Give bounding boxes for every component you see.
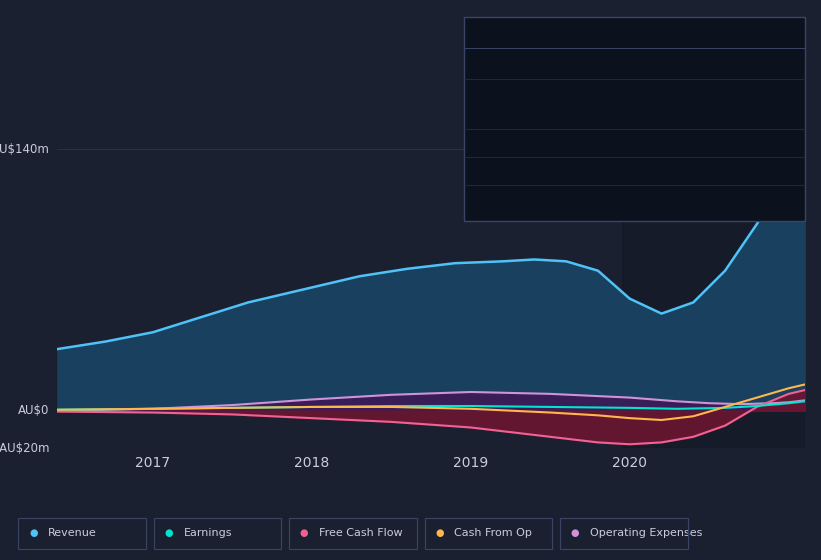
Text: Cash From Op: Cash From Op	[474, 169, 552, 179]
Text: ●: ●	[300, 529, 309, 538]
Text: ●: ●	[571, 529, 580, 538]
Text: -AU$20m: -AU$20m	[0, 441, 49, 455]
Text: Operating Expenses: Operating Expenses	[590, 529, 702, 538]
Text: Dec 31 2020: Dec 31 2020	[474, 29, 561, 42]
Text: Free Cash Flow: Free Cash Flow	[319, 529, 402, 538]
Text: ●: ●	[435, 529, 444, 538]
Text: Operating Expenses: Operating Expenses	[474, 197, 586, 207]
Text: profit margin: profit margin	[639, 110, 715, 120]
Text: 3.9%: 3.9%	[608, 110, 639, 120]
Text: AU$0: AU$0	[18, 404, 49, 417]
Text: AU$14.454m /yr: AU$14.454m /yr	[608, 169, 699, 179]
Text: ●: ●	[29, 529, 38, 538]
Text: AU$4.940m /yr: AU$4.940m /yr	[608, 91, 691, 101]
Text: AU$10.571m /yr: AU$10.571m /yr	[608, 141, 699, 151]
Text: Cash From Op: Cash From Op	[455, 529, 532, 538]
Text: Free Cash Flow: Free Cash Flow	[474, 141, 557, 151]
Text: Earnings: Earnings	[474, 91, 522, 101]
Text: AU$140m: AU$140m	[0, 143, 49, 156]
Text: AU$127.195m /yr: AU$127.195m /yr	[608, 63, 706, 73]
Text: Revenue: Revenue	[474, 63, 522, 73]
Text: Earnings: Earnings	[184, 529, 232, 538]
Text: ●: ●	[164, 529, 173, 538]
Text: AU$5.464m /yr: AU$5.464m /yr	[608, 197, 691, 207]
Bar	[621, 112, 805, 448]
Text: Revenue: Revenue	[48, 529, 97, 538]
